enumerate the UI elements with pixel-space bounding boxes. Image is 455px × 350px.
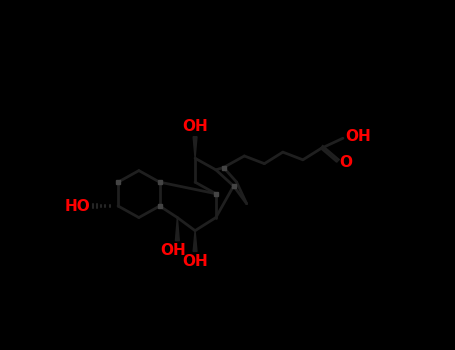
Polygon shape (193, 231, 197, 251)
Text: HO: HO (65, 198, 91, 214)
Polygon shape (176, 218, 179, 241)
Text: OH: OH (345, 129, 371, 144)
Text: OH: OH (182, 254, 208, 269)
Text: O: O (339, 155, 352, 170)
Text: OH: OH (182, 119, 208, 134)
Polygon shape (193, 137, 197, 158)
Text: OH: OH (161, 243, 187, 258)
